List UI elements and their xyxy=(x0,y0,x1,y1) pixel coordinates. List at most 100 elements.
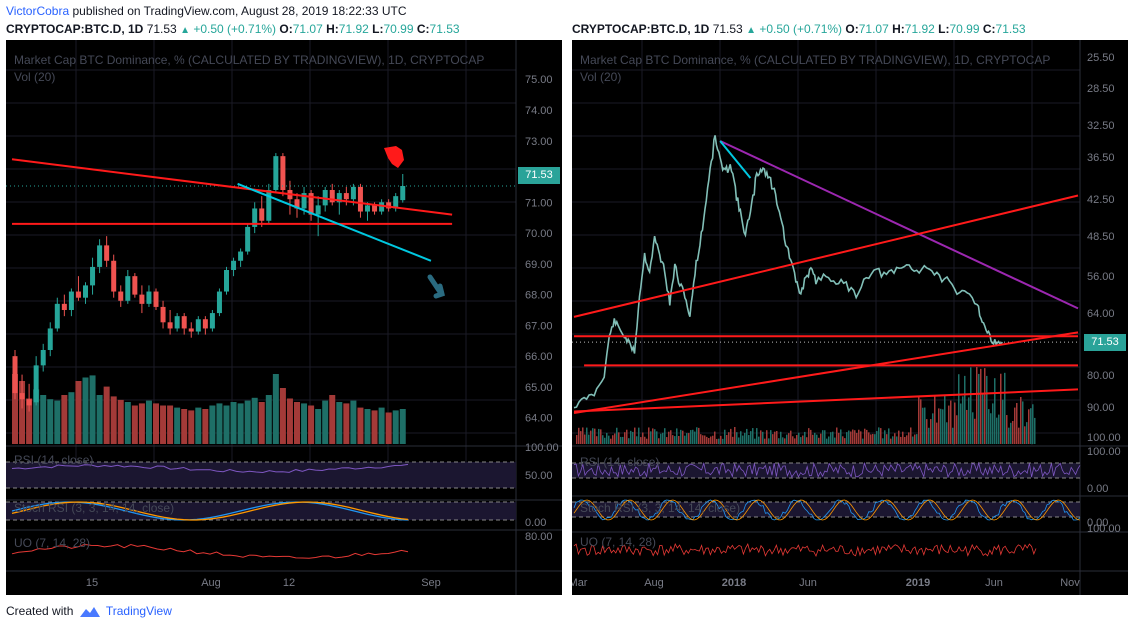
volume-bar xyxy=(684,435,686,444)
candle-body xyxy=(202,319,208,329)
left-chart-panel[interactable]: 75.0074.0073.0072.0071.0070.0069.0068.00… xyxy=(6,40,562,595)
right-chart-panel[interactable]: 25.50 28.50 32.50 36.50 42.50 48.50 56.00 64.00… xyxy=(572,40,1128,595)
candle-body xyxy=(97,245,103,267)
volume-bar xyxy=(856,433,858,444)
time-tick-label: Jun xyxy=(985,577,1003,589)
candle-body xyxy=(393,196,399,209)
price-tick-label: 70.00 xyxy=(525,228,553,240)
volume-bar xyxy=(998,414,1000,444)
candle-body xyxy=(379,202,385,212)
volume-bar xyxy=(1004,372,1006,444)
created-with-text: Created with xyxy=(6,604,74,618)
volume-bar xyxy=(882,438,884,444)
volume-bar xyxy=(888,428,890,444)
price-tick-label: 36.50 xyxy=(1087,152,1115,164)
volume-bar xyxy=(652,428,654,444)
tradingview-link[interactable]: TradingView xyxy=(105,604,172,618)
volume-bar xyxy=(952,427,954,444)
volume-bar xyxy=(622,436,624,444)
volume-bar xyxy=(784,438,786,444)
volume-bar xyxy=(616,427,618,444)
volume-bar xyxy=(828,436,830,444)
trendline xyxy=(573,388,1079,413)
volume-bar xyxy=(1022,401,1024,444)
volume-bar xyxy=(96,395,103,444)
volume-bar xyxy=(842,436,844,444)
volume-bar xyxy=(894,433,896,444)
left-chart-svg[interactable]: 75.0074.0073.0072.0071.0070.0069.0068.00… xyxy=(6,40,562,595)
rsi-tick: 0.00 xyxy=(1087,483,1108,495)
rsi-tick: 100.00 xyxy=(525,442,559,454)
volume-bar xyxy=(992,403,994,444)
volume-bar xyxy=(117,399,124,444)
volume-bar xyxy=(884,430,886,444)
volume-bar xyxy=(153,403,159,444)
volume-bar xyxy=(718,438,720,444)
candle-body xyxy=(273,156,279,190)
publish-info: VictorCobra published on TradingView.com… xyxy=(6,4,407,18)
volume-bar xyxy=(788,433,790,444)
volume-bar xyxy=(756,428,758,444)
volume-bar xyxy=(816,434,818,444)
volume-bar xyxy=(167,405,174,444)
volume-bar xyxy=(202,409,209,444)
volume-bar xyxy=(766,430,768,444)
high-label: H: xyxy=(326,22,339,36)
volume-bar xyxy=(768,438,770,444)
volume-bar xyxy=(740,431,742,444)
volume-bar xyxy=(357,407,364,444)
volume-bar xyxy=(972,412,974,444)
candle-body xyxy=(259,208,265,221)
volume-bar xyxy=(237,403,244,444)
volume-bar xyxy=(329,395,336,444)
volume-bar xyxy=(950,400,952,444)
volume-bar xyxy=(962,396,964,444)
volume-bar xyxy=(636,436,638,444)
volume-bar xyxy=(688,433,690,444)
price-tick-label: 64.00 xyxy=(1087,308,1115,320)
price-change: +0.50 (+0.71%) xyxy=(759,22,843,36)
volume-bar xyxy=(870,434,872,444)
volume-bar xyxy=(708,438,710,444)
volume-bar xyxy=(976,367,978,444)
volume-bar xyxy=(644,436,646,444)
author-link[interactable]: VictorCobra xyxy=(6,4,70,18)
volume-bar xyxy=(862,438,864,444)
volume-bar xyxy=(748,435,750,444)
publish-text: published on TradingView.com, August 28,… xyxy=(72,4,407,18)
volume-bar xyxy=(732,436,734,444)
volume-bar xyxy=(896,436,898,444)
candle-body xyxy=(224,270,229,292)
volume-bar xyxy=(746,428,748,444)
volume-bar xyxy=(966,409,968,444)
volume-bar xyxy=(682,430,684,444)
volume-bar xyxy=(990,413,992,444)
volume-bar xyxy=(706,436,708,444)
candle-body xyxy=(329,190,335,203)
volume-bar xyxy=(724,429,726,444)
volume-label: Vol (20) xyxy=(580,70,622,84)
volume-bar xyxy=(738,437,740,444)
volume-bar xyxy=(942,409,944,444)
volume-bar xyxy=(209,405,216,444)
volume-bar xyxy=(75,381,82,444)
candle-body xyxy=(153,291,159,307)
volume-bar xyxy=(916,434,918,444)
right-chart-svg[interactable]: 25.50 28.50 32.50 36.50 42.50 48.50 56.00 64.00… xyxy=(572,40,1128,595)
price-tick-label: 28.50 xyxy=(1087,83,1115,95)
volume-bar xyxy=(926,419,928,444)
close-value: 71.53 xyxy=(429,22,460,36)
volume-bar xyxy=(812,434,814,444)
volume-bar xyxy=(796,435,798,444)
volume-bar xyxy=(892,436,894,444)
volume-bar xyxy=(89,375,96,444)
volume-bar xyxy=(774,431,776,444)
volume-bar xyxy=(160,405,167,444)
volume-bar xyxy=(258,402,265,444)
candle-body xyxy=(350,186,356,200)
volume-bar xyxy=(770,430,772,444)
volume-bar xyxy=(660,433,662,444)
volume-bar xyxy=(1006,415,1008,444)
volume-bar xyxy=(668,431,670,444)
volume-bar xyxy=(698,427,700,444)
